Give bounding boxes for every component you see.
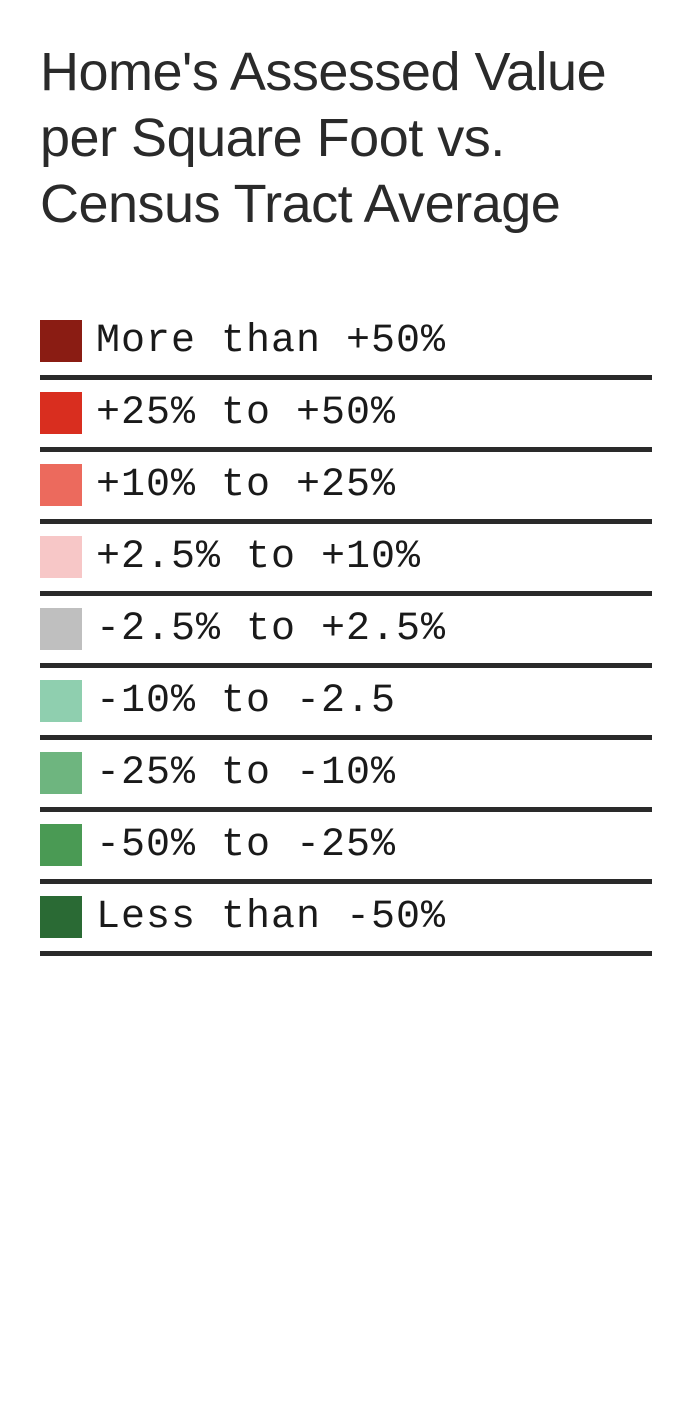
legend-label: +25% to +50% xyxy=(96,391,396,436)
legend-label: +2.5% to +10% xyxy=(96,535,421,580)
legend: More than +50% +25% to +50% +10% to +25%… xyxy=(40,308,652,956)
legend-label: -10% to -2.5 xyxy=(96,679,396,724)
legend-label: -50% to -25% xyxy=(96,823,396,868)
legend-label: +10% to +25% xyxy=(96,463,396,508)
swatch-icon xyxy=(40,680,82,722)
legend-label: More than +50% xyxy=(96,319,446,364)
legend-item: -25% to -10% xyxy=(40,740,652,812)
swatch-icon xyxy=(40,824,82,866)
swatch-icon xyxy=(40,752,82,794)
swatch-icon xyxy=(40,320,82,362)
legend-label: Less than -50% xyxy=(96,895,446,940)
legend-item: -2.5% to +2.5% xyxy=(40,596,652,668)
swatch-icon xyxy=(40,464,82,506)
legend-title: Home's Assessed Value per Square Foot vs… xyxy=(40,40,652,238)
swatch-icon xyxy=(40,536,82,578)
legend-item: +2.5% to +10% xyxy=(40,524,652,596)
legend-item: -50% to -25% xyxy=(40,812,652,884)
swatch-icon xyxy=(40,392,82,434)
legend-label: -25% to -10% xyxy=(96,751,396,796)
legend-item: +10% to +25% xyxy=(40,452,652,524)
swatch-icon xyxy=(40,896,82,938)
legend-item: +25% to +50% xyxy=(40,380,652,452)
legend-item: More than +50% xyxy=(40,308,652,380)
legend-label: -2.5% to +2.5% xyxy=(96,607,446,652)
legend-item: -10% to -2.5 xyxy=(40,668,652,740)
swatch-icon xyxy=(40,608,82,650)
legend-item: Less than -50% xyxy=(40,884,652,956)
